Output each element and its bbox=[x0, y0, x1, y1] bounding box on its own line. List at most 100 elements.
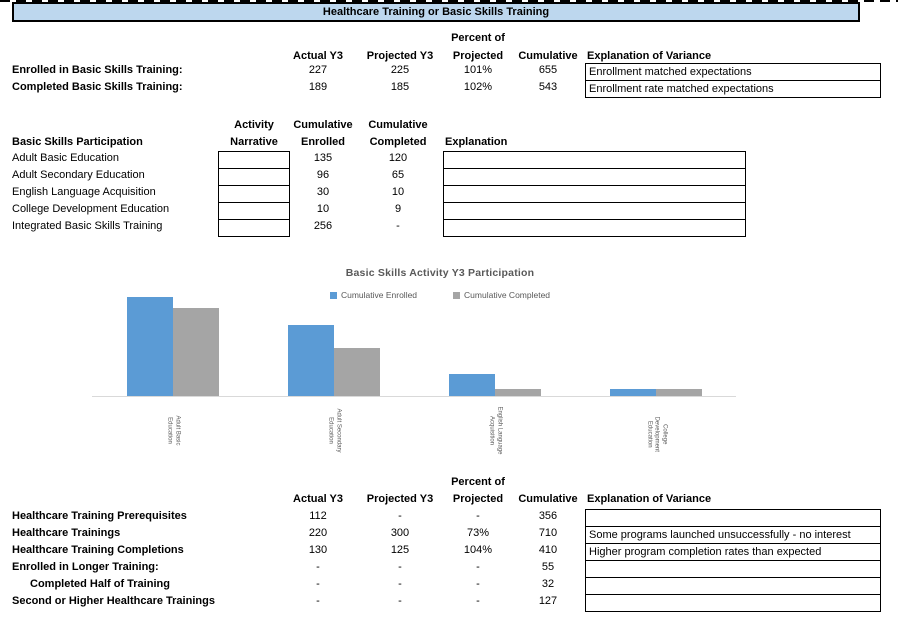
chart-legend: Cumulative Enrolled Cumulative Completed bbox=[92, 290, 788, 300]
t3-actual-value: 112 bbox=[309, 510, 327, 522]
t2-narrative-cell[interactable] bbox=[218, 202, 290, 220]
t3-explanation-cell[interactable]: Higher program completion rates than exp… bbox=[585, 543, 881, 561]
t3-actual-value: - bbox=[316, 561, 320, 573]
legend-item-completed: Cumulative Completed bbox=[453, 290, 550, 300]
bar-cumulative-completed-3 bbox=[655, 389, 702, 396]
x-axis-label: Adult Secondary Education bbox=[327, 408, 342, 453]
t1-header-percent-line1: Percent of bbox=[451, 32, 505, 44]
table-row: Healthcare Training Prerequisites 112 - … bbox=[0, 509, 898, 527]
t3-row-label: Completed Half of Training bbox=[30, 578, 170, 590]
t1-explanation-cell[interactable]: Enrollment rate matched expectations bbox=[585, 80, 881, 98]
t2-title: Basic Skills Participation bbox=[12, 136, 143, 148]
t2-header-completed-line2: Completed bbox=[369, 136, 427, 148]
t3-explanation-cell[interactable] bbox=[585, 509, 881, 527]
t3-cumulative-value: 32 bbox=[541, 578, 555, 590]
t3-row-label: Healthcare Trainings bbox=[12, 527, 121, 539]
t2-enrolled-value: 96 bbox=[316, 169, 330, 181]
bar-cumulative-enrolled-3 bbox=[609, 389, 656, 396]
t2-completed-value: 120 bbox=[388, 152, 408, 164]
x-axis-label: College Development Education bbox=[645, 416, 667, 452]
t2-header-narrative-line2: Narrative bbox=[230, 136, 278, 148]
t2-narrative-cell[interactable] bbox=[218, 168, 290, 186]
t2-header-enrolled-line1: Cumulative bbox=[293, 119, 353, 131]
table-row: Enrolled in Longer Training: - - - 55 bbox=[0, 560, 898, 578]
legend-label-completed: Cumulative Completed bbox=[464, 290, 551, 300]
t2-row-label: English Language Acquisition bbox=[12, 186, 156, 198]
t1-projected-value: 225 bbox=[390, 64, 410, 76]
t1-percent-value: 102% bbox=[463, 81, 493, 93]
t3-row-label: Second or Higher Healthcare Trainings bbox=[12, 595, 215, 607]
table-row: Enrolled in Basic Skills Training: 227 2… bbox=[0, 63, 898, 81]
t2-completed-value: 9 bbox=[394, 203, 402, 215]
t3-header-explanation: Explanation of Variance bbox=[587, 493, 712, 505]
t2-explanation-cell[interactable] bbox=[443, 202, 746, 220]
t2-narrative-cell[interactable] bbox=[218, 185, 290, 203]
t1-percent-value: 101% bbox=[463, 64, 493, 76]
table-row: Adult Secondary Education 96 65 bbox=[0, 168, 898, 186]
t2-enrolled-value: 10 bbox=[316, 203, 330, 215]
t3-actual-value: 220 bbox=[308, 527, 328, 539]
table-row: Healthcare Trainings 220 300 73% 710 Som… bbox=[0, 526, 898, 544]
x-axis-label: Adult Basic Education bbox=[166, 415, 181, 446]
table-row: Healthcare Training Completions 130 125 … bbox=[0, 543, 898, 561]
t1-header-projected: Projected Y3 bbox=[366, 50, 434, 62]
t3-cumulative-value: 356 bbox=[538, 510, 558, 522]
t3-explanation-cell[interactable]: Some programs launched unsuccessfully - … bbox=[585, 526, 881, 544]
t3-explanation-cell[interactable] bbox=[585, 594, 881, 612]
t3-header-percent-line2: Projected bbox=[452, 493, 504, 505]
page-break-dashed-line bbox=[0, 0, 898, 2]
t3-projected-value: 125 bbox=[390, 544, 410, 556]
t1-explanation-cell[interactable]: Enrollment matched expectations bbox=[585, 63, 881, 81]
t2-narrative-cell[interactable] bbox=[218, 219, 290, 237]
legend-item-enrolled: Cumulative Enrolled bbox=[329, 290, 417, 300]
t3-explanation-cell[interactable] bbox=[585, 577, 881, 595]
t3-projected-value: - bbox=[398, 510, 402, 522]
t3-row-label: Healthcare Training Prerequisites bbox=[12, 510, 187, 522]
chart-x-axis-labels: Adult Basic Education Adult Secondary Edu… bbox=[92, 406, 736, 498]
t3-header-actual: Actual Y3 bbox=[293, 493, 343, 505]
t3-projected-value: - bbox=[398, 595, 402, 607]
t3-actual-value: - bbox=[316, 595, 320, 607]
sheet-title: Healthcare Training or Basic Skills Trai… bbox=[322, 6, 550, 18]
legend-swatch-enrolled bbox=[329, 291, 337, 299]
table-row: College Development Education 10 9 bbox=[0, 202, 898, 220]
t1-header-actual: Actual Y3 bbox=[293, 50, 343, 62]
t1-cumulative-value: 543 bbox=[538, 81, 558, 93]
t3-cumulative-value: 410 bbox=[538, 544, 558, 556]
t3-actual-value: - bbox=[316, 578, 320, 590]
t3-cumulative-value: 127 bbox=[538, 595, 558, 607]
bar-cumulative-enrolled-1 bbox=[287, 325, 334, 396]
x-axis-label: English Language Acquisition bbox=[488, 406, 503, 455]
t2-header-explanation: Explanation bbox=[445, 136, 508, 148]
t2-header-enrolled-line2: Enrolled bbox=[300, 136, 345, 148]
t2-completed-value: - bbox=[396, 220, 400, 232]
t2-row-label: Adult Secondary Education bbox=[12, 169, 145, 181]
t2-explanation-cell[interactable] bbox=[443, 151, 746, 169]
t2-explanation-cell[interactable] bbox=[443, 168, 746, 186]
t2-narrative-cell[interactable] bbox=[218, 151, 290, 169]
t3-projected-value: - bbox=[398, 561, 402, 573]
bar-cumulative-completed-1 bbox=[333, 348, 380, 396]
t3-explanation-cell[interactable] bbox=[585, 560, 881, 578]
table-row: English Language Acquisition 30 10 bbox=[0, 185, 898, 203]
t2-row-label: College Development Education bbox=[12, 203, 170, 215]
t3-projected-value: - bbox=[398, 578, 402, 590]
t2-row-label: Adult Basic Education bbox=[12, 152, 120, 164]
table-row: Second or Higher Healthcare Trainings - … bbox=[0, 594, 898, 612]
t3-cumulative-value: 710 bbox=[538, 527, 558, 539]
bar-cumulative-completed-2 bbox=[494, 389, 541, 396]
t1-header-cumulative: Cumulative bbox=[518, 50, 578, 62]
t1-actual-value: 189 bbox=[308, 81, 328, 93]
t2-explanation-cell[interactable] bbox=[443, 185, 746, 203]
t3-percent-value: 104% bbox=[463, 544, 493, 556]
t1-row-label: Enrolled in Basic Skills Training: bbox=[12, 64, 183, 76]
t2-completed-value: 65 bbox=[391, 169, 405, 181]
t2-row-label: Integrated Basic Skills Training bbox=[12, 220, 163, 232]
legend-swatch-completed bbox=[453, 291, 461, 299]
t1-actual-value: 227 bbox=[308, 64, 328, 76]
table-row: Completed Basic Skills Training: 189 185… bbox=[0, 80, 898, 98]
t2-explanation-cell[interactable] bbox=[443, 219, 746, 237]
bar-cumulative-enrolled-0 bbox=[126, 297, 173, 396]
t2-enrolled-value: 30 bbox=[316, 186, 330, 198]
t3-percent-value: - bbox=[476, 561, 480, 573]
